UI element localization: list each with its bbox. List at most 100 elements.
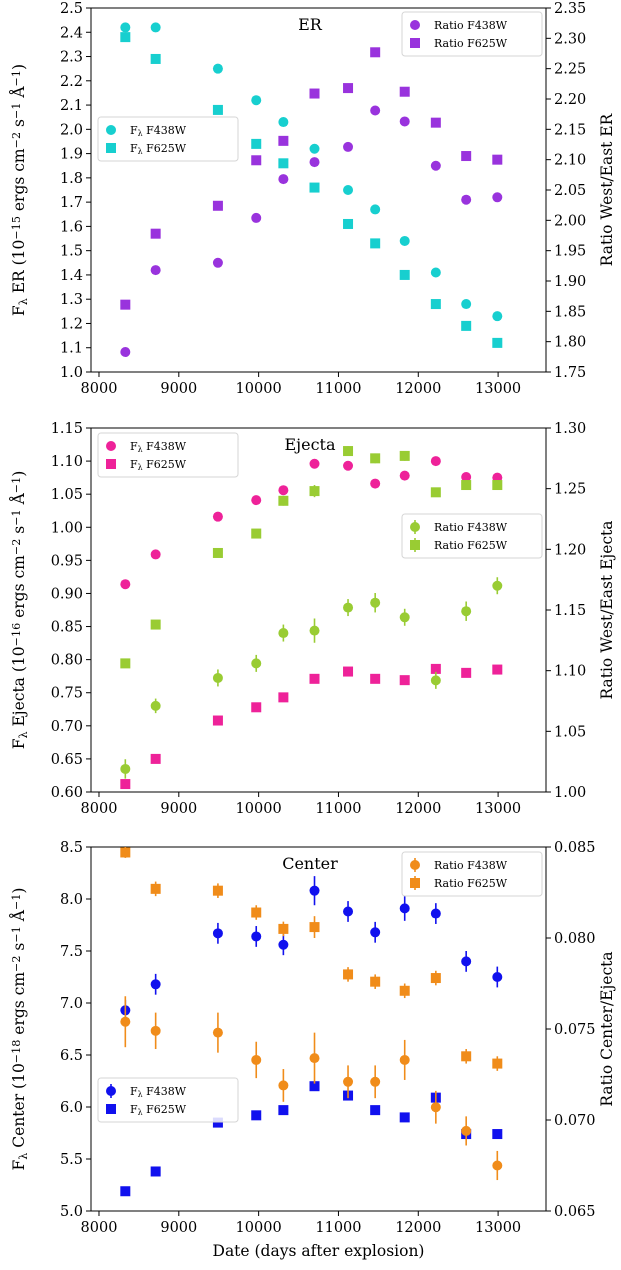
legend-middle-left: Fλ F438W Fλ F625W (97, 116, 239, 162)
x-tick-label: 12000 (395, 801, 441, 817)
data-point (492, 1129, 503, 1140)
series-ratio-f625w (120, 47, 503, 310)
y-tick-label: 0.95 (51, 553, 83, 569)
data-point (399, 470, 410, 481)
y-axis-label: Fλ Ejecta (10−16 ergs cm−2 s−1 Å−1) (10, 471, 30, 750)
y-tick-label: 1.2 (60, 316, 83, 332)
y-tick-label: 2.3 (60, 50, 83, 66)
data-point (399, 903, 410, 914)
data-point (309, 1081, 320, 1092)
data-point (120, 346, 131, 357)
data-point (399, 116, 410, 127)
data-point (370, 105, 381, 116)
y2-tick-label: 1.25 (554, 482, 586, 498)
data-point (430, 117, 441, 128)
data-point (212, 885, 223, 896)
data-point (343, 969, 354, 980)
data-point (430, 487, 441, 498)
data-point (309, 1053, 320, 1064)
data-point (309, 157, 320, 168)
plot-frame (90, 427, 547, 793)
legend-marker (106, 441, 116, 451)
y2-tick-label: 1.00 (554, 785, 586, 801)
data-point (120, 779, 131, 790)
data-point (430, 973, 441, 984)
data-point (492, 154, 503, 165)
data-point (461, 320, 472, 331)
data-point (461, 151, 472, 162)
y-tick-label: 2.5 (60, 1, 83, 17)
data-point (212, 1027, 223, 1038)
data-point (492, 192, 503, 203)
data-point (399, 1054, 410, 1065)
x-tick-label: 12000 (395, 381, 441, 397)
data-point (492, 1160, 503, 1171)
legend-label: Ratio F438W (434, 859, 508, 872)
data-point (430, 675, 441, 686)
data-point (343, 83, 354, 94)
data-point (212, 715, 223, 726)
data-point (461, 1051, 472, 1062)
y-tick-label: 2.2 (60, 74, 83, 90)
data-point (492, 580, 503, 591)
y-tick-label: 1.4 (60, 268, 83, 284)
y-tick-label: 7.0 (60, 996, 83, 1012)
legend-box (97, 1077, 239, 1123)
legend-box (401, 513, 543, 559)
data-point (251, 931, 262, 942)
y2-tick-label: 2.25 (554, 62, 586, 78)
x-tick-label: 11000 (315, 1220, 361, 1236)
data-point (370, 927, 381, 938)
data-point (343, 460, 354, 471)
data-point (343, 141, 354, 152)
y-tick-label: 1.6 (60, 219, 83, 235)
data-point (370, 204, 381, 215)
panel-er: 8000 9000 10000 11000 12000 13000 1.0 1.1 1.2 1.3… (10, 1, 616, 397)
y2-tick-label: 2.05 (554, 183, 586, 199)
legend-box (97, 116, 239, 162)
data-point (150, 265, 161, 276)
data-point (150, 979, 161, 990)
data-point (492, 337, 503, 348)
y2-tick-label: 1.10 (554, 664, 586, 680)
series-ratio-f438w (120, 577, 503, 779)
legend-marker (106, 459, 116, 469)
y-tick-label: 2.4 (60, 25, 83, 41)
data-point (430, 908, 441, 919)
x-tick-label: 8000 (81, 381, 118, 397)
data-point (430, 299, 441, 310)
y-tick-label: 0.80 (51, 653, 83, 669)
x-tick-label: 9000 (160, 381, 197, 397)
data-point (309, 143, 320, 154)
data-point (278, 692, 289, 703)
y2-tick-label: 0.065 (554, 1204, 596, 1220)
data-point (370, 1076, 381, 1087)
data-point (492, 311, 503, 322)
legend-label: Ratio F438W (434, 521, 508, 534)
x-tick-label: 9000 (160, 801, 197, 817)
data-point (370, 597, 381, 608)
data-point (430, 160, 441, 171)
y2-axis-label: Ratio West/East Ejecta (598, 520, 616, 699)
data-point (399, 269, 410, 280)
y2-tick-label: 1.85 (554, 304, 586, 320)
panel-center: 8000 9000 10000 11000 12000 13000 5.0 5.5 6.0 6.5… (10, 840, 616, 1260)
y-tick-label: 0.90 (51, 586, 83, 602)
data-point (251, 212, 262, 223)
x-tick-label: 10000 (236, 801, 282, 817)
y-tick-label: 1.05 (51, 487, 83, 503)
legend-label: Ratio F625W (434, 37, 508, 50)
legend-marker (410, 540, 420, 550)
data-point (370, 1105, 381, 1116)
y-tick-label: 0.60 (51, 785, 83, 801)
y-tick-label: 1.3 (60, 292, 83, 308)
data-point (251, 702, 262, 713)
data-point (399, 985, 410, 996)
data-point (251, 155, 262, 166)
y-tick-label: 0.65 (51, 752, 83, 768)
y-tick-label: 1.00 (51, 520, 83, 536)
y2-axis-label: Ratio West/East ER (598, 112, 616, 266)
legend-label: Fλ F438W (130, 440, 187, 454)
y-axis-label: Fλ Center (10−18 ergs cm−2 s−1 Å−1) (10, 888, 30, 1171)
